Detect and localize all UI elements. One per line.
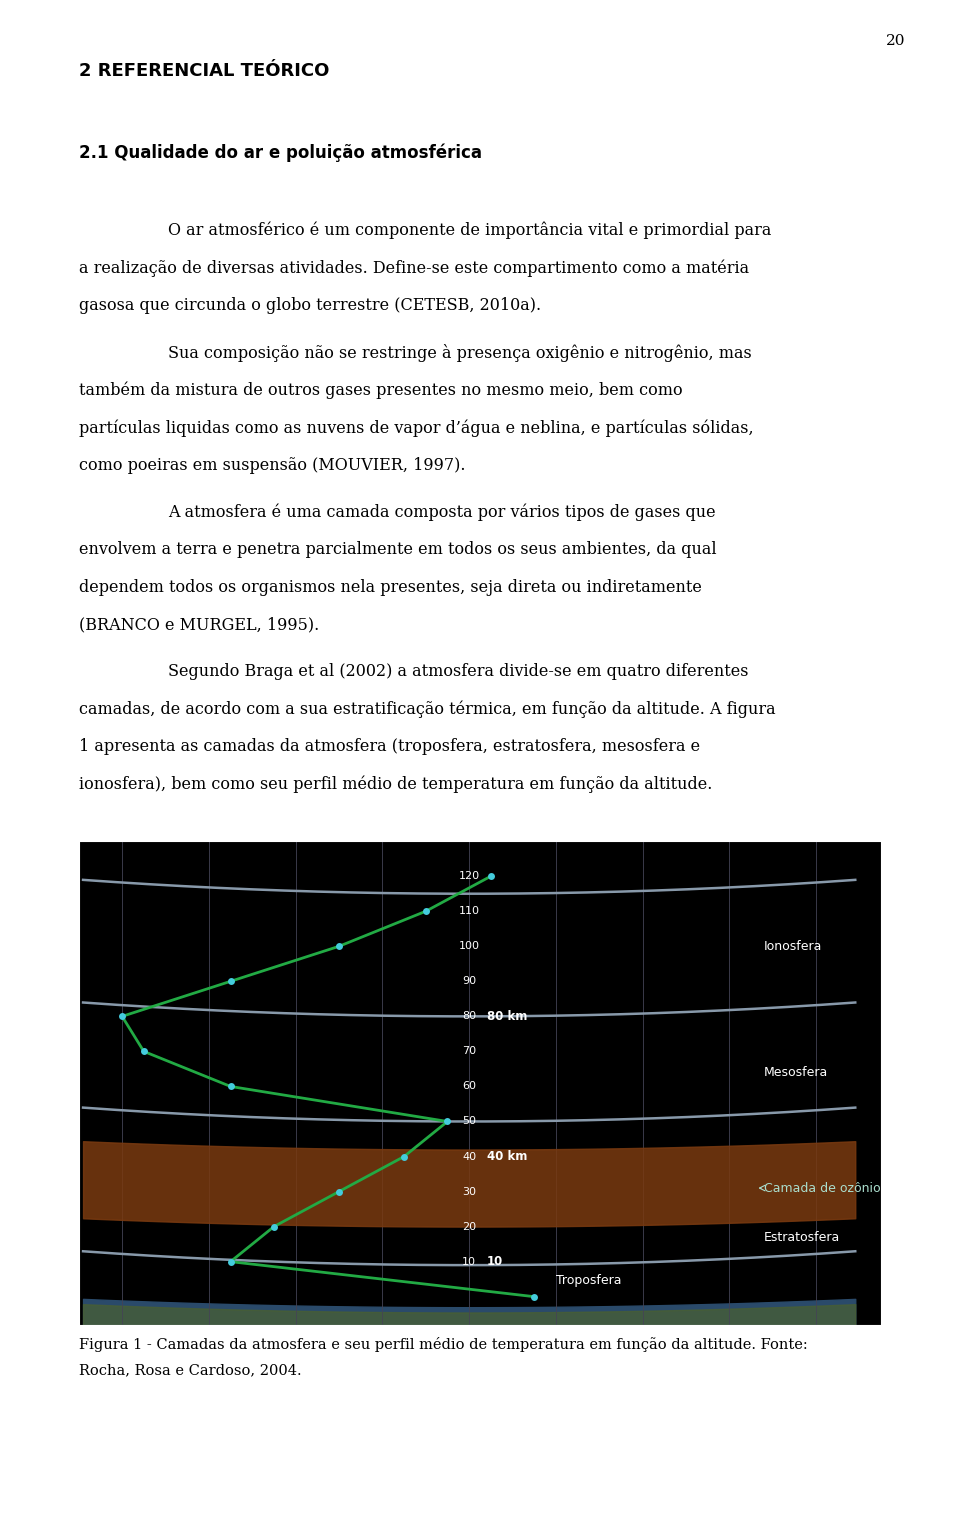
Text: 120: 120	[459, 872, 480, 881]
Text: Figura 1 - Camadas da atmosfera e seu perfil médio de temperatura em função da a: Figura 1 - Camadas da atmosfera e seu pe…	[79, 1337, 807, 1352]
Point	[114, 1004, 130, 1028]
Text: °Celsius: °Celsius	[833, 826, 878, 835]
Text: 40 km: 40 km	[487, 1150, 527, 1164]
Text: partículas liquidas como as nuvens de vapor d’água e neblina, e partículas sólid: partículas liquidas como as nuvens de va…	[79, 419, 754, 436]
Text: envolvem a terra e penetra parcialmente em todos os seus ambientes, da qual: envolvem a terra e penetra parcialmente …	[79, 540, 716, 559]
Text: 70: 70	[462, 1047, 476, 1056]
Text: 30: 30	[462, 1187, 476, 1197]
Text: 10: 10	[487, 1256, 503, 1268]
Text: Rocha, Rosa e Cardoso, 2004.: Rocha, Rosa e Cardoso, 2004.	[79, 1363, 301, 1377]
Text: Camada de ozônio: Camada de ozônio	[764, 1182, 880, 1194]
Text: 80 km: 80 km	[487, 1010, 527, 1022]
Text: dependem todos os organismos nela presentes, seja direta ou indiretamente: dependem todos os organismos nela presen…	[79, 579, 702, 596]
Text: 90: 90	[462, 976, 476, 987]
Text: como poeiras em suspensão (MOUVIER, 1997).: como poeiras em suspensão (MOUVIER, 1997…	[79, 456, 466, 474]
Point	[223, 969, 238, 993]
Text: Troposfera: Troposfera	[556, 1274, 621, 1288]
Text: 2.1 Qualidade do ar e poluição atmosférica: 2.1 Qualidade do ar e poluição atmosféri…	[79, 144, 482, 163]
Text: 40: 40	[462, 1151, 476, 1162]
Text: Estratosfera: Estratosfera	[764, 1231, 840, 1243]
Point	[526, 1285, 541, 1309]
Point	[396, 1144, 412, 1168]
Point	[223, 1249, 238, 1274]
Point	[223, 1074, 238, 1099]
Text: 20: 20	[462, 1222, 476, 1231]
Text: 50: 50	[462, 1116, 476, 1127]
Text: Mesosfera: Mesosfera	[764, 1065, 828, 1079]
Point	[266, 1214, 281, 1239]
Text: O ar atmosférico é um componente de importância vital e primordial para: O ar atmosférico é um componente de impo…	[168, 221, 772, 239]
Text: 110: 110	[459, 906, 480, 916]
Text: Segundo Braga et al (2002) a atmosfera divide-se em quatro diferentes: Segundo Braga et al (2002) a atmosfera d…	[168, 663, 749, 680]
Text: 1 apresenta as camadas da atmosfera (troposfera, estratosfera, mesosfera e: 1 apresenta as camadas da atmosfera (tro…	[79, 738, 700, 755]
Text: 80: 80	[462, 1012, 476, 1021]
Text: A atmosfera é uma camada composta por vários tipos de gases que: A atmosfera é uma camada composta por vá…	[168, 503, 715, 520]
Text: 10: 10	[462, 1257, 476, 1266]
Text: a realização de diversas atividades. Define-se este compartimento como a matéria: a realização de diversas atividades. Def…	[79, 259, 749, 276]
Point	[331, 933, 347, 958]
Text: Sua composição não se restringe à presença oxigênio e nitrogênio, mas: Sua composição não se restringe à presen…	[168, 344, 752, 362]
Point	[331, 1179, 347, 1203]
Text: 2 REFERENCIAL TEÓRICO: 2 REFERENCIAL TEÓRICO	[79, 61, 329, 80]
Text: 60: 60	[462, 1082, 476, 1091]
Text: gasosa que circunda o globo terrestre (CETESB, 2010a).: gasosa que circunda o globo terrestre (C…	[79, 296, 540, 315]
Point	[483, 864, 498, 889]
Point	[136, 1039, 152, 1064]
Text: (BRANCO e MURGEL, 1995).: (BRANCO e MURGEL, 1995).	[79, 616, 319, 634]
Text: 20: 20	[886, 34, 905, 48]
Point	[419, 900, 434, 924]
Text: 100: 100	[459, 941, 480, 952]
Text: Ionosfera: Ionosfera	[764, 939, 823, 953]
Text: também da mistura de outros gases presentes no mesmo meio, bem como: também da mistura de outros gases presen…	[79, 381, 683, 399]
Point	[440, 1110, 455, 1134]
Text: ionosfera), bem como seu perfil médio de temperatura em função da altitude.: ionosfera), bem como seu perfil médio de…	[79, 775, 712, 794]
Text: camadas, de acordo com a sua estratificação térmica, em função da altitude. A fi: camadas, de acordo com a sua estratifica…	[79, 700, 776, 718]
